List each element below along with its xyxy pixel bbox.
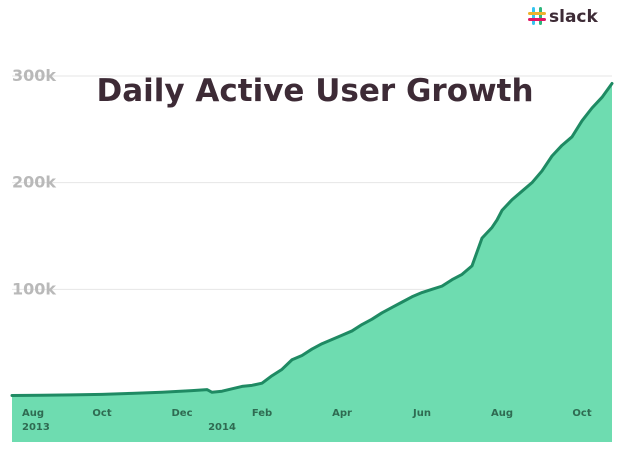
data-point	[291, 359, 293, 361]
data-point	[341, 334, 343, 336]
x-tick-sublabel: 2014	[208, 422, 236, 433]
data-point	[511, 199, 513, 201]
data-point	[281, 368, 283, 370]
x-tick-label: Feb	[252, 408, 272, 419]
data-point	[601, 96, 603, 98]
data-point	[491, 226, 493, 229]
data-point	[541, 170, 543, 172]
data-point	[321, 343, 323, 345]
data-point	[41, 394, 43, 396]
x-tick-label: Aug	[22, 408, 44, 419]
data-point	[421, 291, 423, 294]
x-tick-label: Aug	[491, 408, 513, 419]
slack-logo: slack	[528, 7, 598, 27]
area-fill	[12, 83, 612, 442]
x-tick-label: Oct	[92, 408, 111, 419]
y-tick-label-300k: 300k	[12, 66, 56, 85]
data-point	[251, 384, 253, 386]
data-point	[441, 285, 443, 287]
x-tick-label: Oct	[572, 408, 591, 419]
x-tick-label: Apr	[332, 408, 352, 419]
data-point	[261, 382, 263, 384]
data-point	[221, 390, 223, 392]
data-point	[71, 394, 73, 396]
slack-hash-icon	[528, 7, 546, 25]
data-point	[191, 390, 193, 392]
data-point	[496, 219, 498, 221]
data-point	[311, 348, 313, 350]
data-point	[451, 279, 453, 281]
data-point	[241, 385, 243, 387]
data-point	[206, 389, 208, 391]
data-point	[101, 393, 103, 395]
data-point	[501, 209, 503, 211]
data-point	[131, 392, 133, 394]
x-tick-label: Jun	[412, 408, 431, 419]
data-point	[431, 288, 433, 290]
area-series	[10, 81, 614, 442]
data-point	[411, 296, 413, 298]
data-point	[371, 318, 373, 320]
data-point	[461, 273, 463, 275]
data-point	[301, 354, 303, 357]
data-point	[161, 391, 163, 393]
data-point	[351, 330, 353, 332]
x-tick-sublabel: 2013	[22, 422, 50, 433]
data-point	[471, 265, 473, 267]
data-point	[531, 182, 533, 184]
y-axis-tick-labels: 300k 200k 100k	[12, 66, 56, 298]
chart-title: Daily Active User Growth	[96, 73, 533, 109]
logo-text: slack	[549, 7, 598, 27]
data-point	[571, 136, 573, 138]
data-point	[11, 394, 13, 397]
data-point	[591, 107, 593, 109]
data-point	[551, 155, 553, 157]
x-tick-label: Dec	[171, 408, 192, 419]
y-tick-label-200k: 200k	[12, 173, 56, 192]
data-point	[211, 391, 213, 393]
data-point	[581, 120, 583, 122]
data-point	[381, 312, 383, 314]
y-tick-label-100k: 100k	[12, 279, 56, 298]
data-point	[481, 237, 483, 239]
data-point	[611, 82, 613, 85]
data-point	[361, 323, 363, 326]
data-point	[331, 338, 333, 341]
data-point	[401, 301, 403, 303]
data-point	[521, 190, 523, 192]
data-point	[391, 306, 393, 309]
data-point	[561, 144, 563, 146]
data-point	[271, 375, 273, 377]
x-axis-tick-labels: Aug 2013 Oct Dec 2014 Feb Apr Jun Aug Oct	[22, 408, 592, 433]
